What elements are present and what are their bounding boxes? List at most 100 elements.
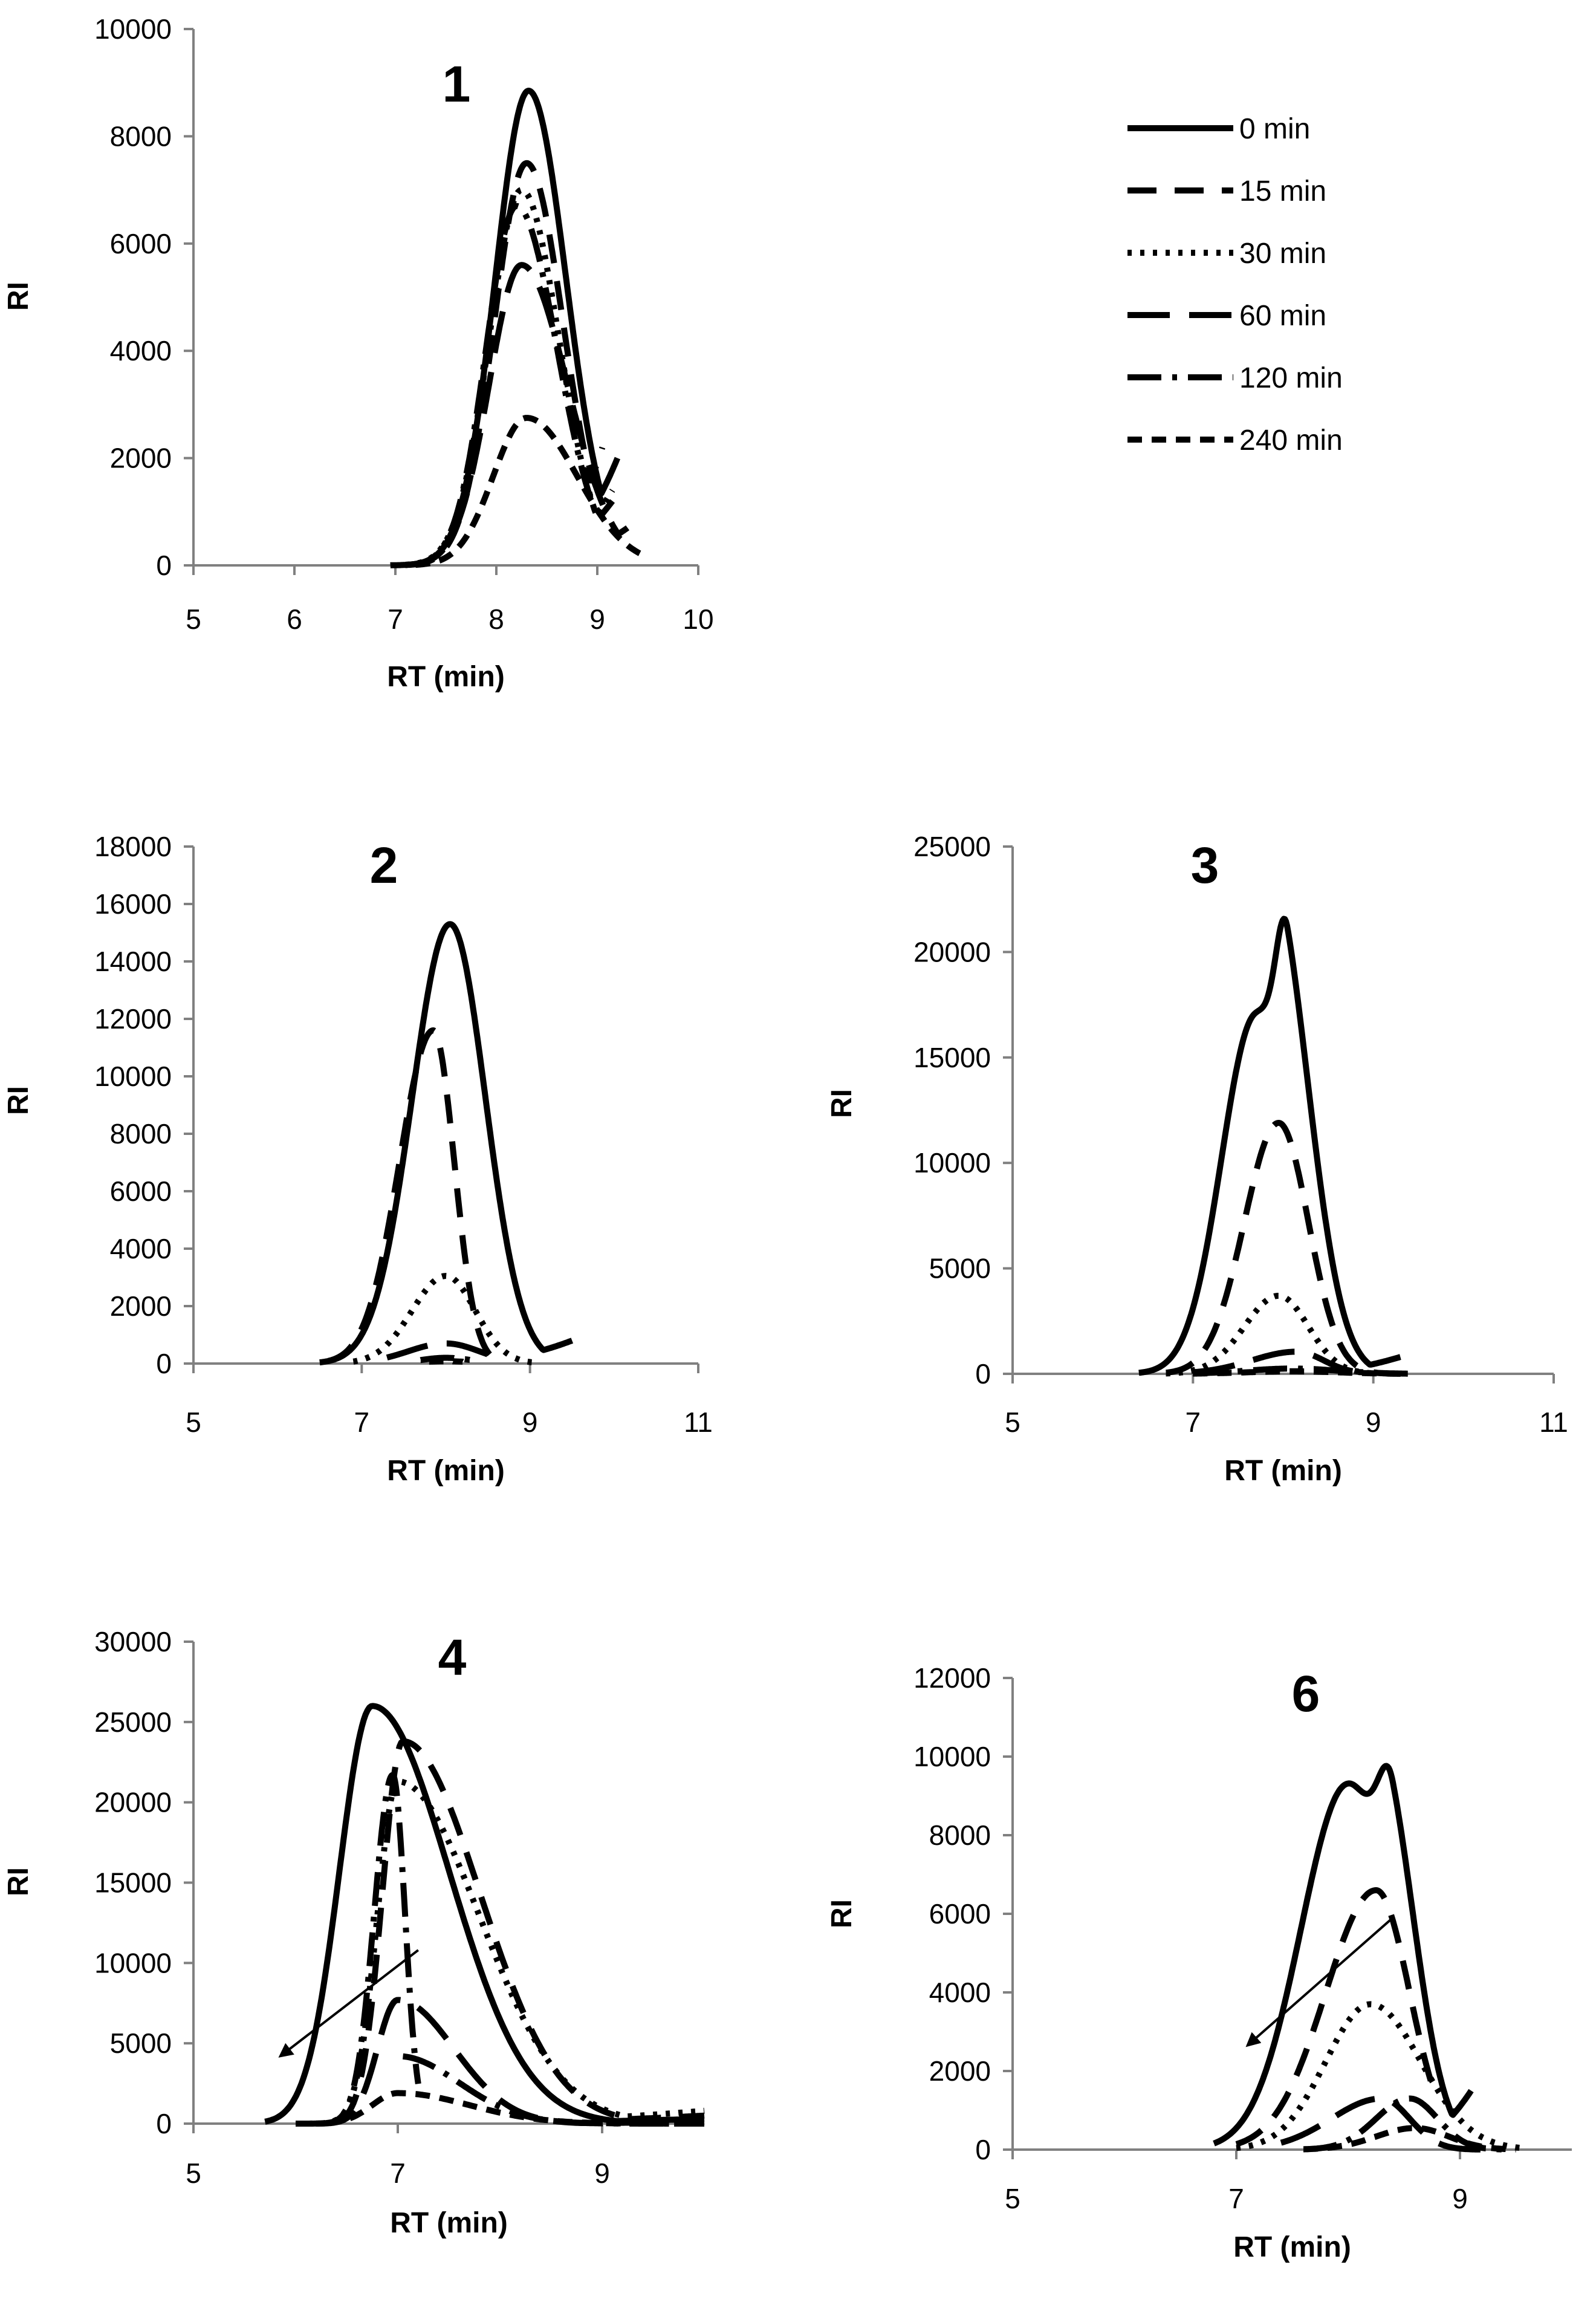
- panel-title: 4: [438, 1629, 467, 1686]
- y-tick-label: 6000: [929, 1898, 991, 1930]
- x-tick-label: 9: [522, 1406, 538, 1438]
- x-tick-label: 5: [186, 2157, 201, 2189]
- x-tick-label: 9: [589, 603, 605, 635]
- y-tick-label: 0: [156, 1348, 172, 1379]
- y-tick-label: 12000: [94, 1003, 172, 1035]
- y-tick-label: 0: [156, 550, 172, 581]
- series-0-min: [317, 921, 574, 1366]
- y-tick-label: 4000: [929, 1977, 991, 2008]
- y-axis-title: RI: [826, 1899, 858, 1928]
- y-tick-label: 15000: [913, 1042, 991, 1073]
- chart-panel-6: 0 2000 4000 6000 8000 10000 12000 5 7 9 RT (min) RI…: [826, 1662, 1572, 2263]
- panel-title: 3: [1191, 837, 1219, 894]
- y-tick-label: 2000: [110, 1290, 172, 1322]
- x-tick-label: 7: [1228, 2183, 1244, 2214]
- trend-arrow: [1245, 1916, 1394, 2047]
- y-tick-label: 6000: [110, 228, 172, 259]
- x-tick-label: 5: [186, 1406, 201, 1438]
- y-tick-label: 20000: [913, 936, 991, 967]
- y-tick-label: 14000: [94, 946, 172, 977]
- y-tick-label: 10000: [94, 1061, 172, 1092]
- series-60-min: [1190, 1348, 1358, 1376]
- legend-label: 15 min: [1239, 175, 1326, 207]
- y-tick-label: 2000: [929, 2055, 991, 2087]
- y-tick-label: 18000: [94, 831, 172, 862]
- legend-label: 60 min: [1239, 300, 1326, 332]
- y-tick-label: 10000: [913, 1147, 991, 1179]
- series-60-min: [384, 1340, 499, 1361]
- trend-arrow: [278, 1949, 420, 2058]
- panel-title: 1: [443, 56, 471, 112]
- series-0-min: [1212, 1763, 1474, 2147]
- x-axis-title: RT (min): [1224, 1455, 1342, 1487]
- chart-panel-1: 0 2000 4000 6000 8000 10000 5 6 7 8 9 10 RT (min) RI 1: [2, 13, 714, 693]
- y-tick-label: 10000: [94, 13, 172, 45]
- y-tick-label: 6000: [110, 1175, 172, 1207]
- y-tick-label: 15000: [94, 1867, 172, 1899]
- x-tick-label: 11: [684, 1406, 713, 1438]
- x-axis-title: RT (min): [387, 661, 505, 693]
- y-axis-title: RI: [2, 1867, 34, 1896]
- y-tick-label: 20000: [94, 1787, 172, 1818]
- x-tick-label: 5: [1005, 1406, 1020, 1438]
- series-120-min: [401, 2053, 706, 2127]
- x-tick-label: 9: [1452, 2183, 1468, 2214]
- series-0-min: [1137, 915, 1403, 1376]
- series-15-min: [294, 1738, 706, 2127]
- x-tick-label: 10: [683, 603, 713, 635]
- y-tick-label: 0: [975, 2134, 991, 2165]
- legend-label: 30 min: [1239, 238, 1326, 270]
- y-tick-label: 2000: [110, 443, 172, 474]
- x-tick-label: 7: [388, 603, 403, 635]
- y-tick-label: 8000: [110, 1118, 172, 1149]
- panel-title: 6: [1292, 1665, 1320, 1722]
- series-240-min: [1301, 2125, 1518, 2153]
- y-tick-label: 5000: [929, 1253, 991, 1284]
- y-tick-label: 4000: [110, 335, 172, 366]
- series-120-min: [1301, 2095, 1507, 2153]
- y-tick-label: 12000: [913, 1662, 991, 1694]
- y-tick-label: 10000: [913, 1741, 991, 1772]
- series-15-min: [1234, 1887, 1441, 2147]
- x-tick-label: 7: [1186, 1406, 1201, 1438]
- series-60-min: [403, 262, 630, 568]
- series-120-min: [403, 203, 615, 568]
- x-tick-label: 9: [594, 2157, 610, 2189]
- x-axis-title: RT (min): [390, 2207, 508, 2239]
- series-60-min: [1279, 2095, 1485, 2153]
- y-tick-label: 25000: [94, 1706, 172, 1738]
- x-tick-label: 6: [287, 603, 302, 635]
- x-axis-title: RT (min): [1233, 2231, 1351, 2263]
- series-0-min: [388, 88, 621, 568]
- y-tick-label: 0: [975, 1358, 991, 1390]
- x-tick-label: 7: [390, 2157, 406, 2189]
- y-tick-label: 16000: [94, 888, 172, 920]
- y-tick-label: 0: [156, 2108, 172, 2139]
- x-tick-label: 8: [488, 603, 504, 635]
- panel-title: 2: [370, 837, 398, 894]
- y-tick-label: 25000: [913, 831, 991, 862]
- x-tick-label: 7: [354, 1406, 370, 1438]
- legend-label: 120 min: [1239, 362, 1343, 394]
- y-axis-title: RI: [2, 282, 34, 311]
- y-tick-label: 8000: [110, 120, 172, 152]
- legend: 0 min 15 min 30 min 60 min 120 min 240 min: [1127, 113, 1343, 457]
- series-240-min: [414, 415, 650, 568]
- x-axis-title: RT (min): [387, 1455, 505, 1487]
- y-axis-title: RI: [2, 1086, 34, 1115]
- y-tick-label: 10000: [94, 1947, 172, 1978]
- chart-panel-2: 0 2000 4000 6000 8000 10000 12000 14000 16000 180…: [2, 831, 713, 1487]
- x-tick-label: 11: [1539, 1406, 1568, 1438]
- y-tick-label: 4000: [110, 1233, 172, 1264]
- chart-panel-3: 0 5000 10000 15000 20000 25000 5 7 9 11 RT (min) RI…: [826, 831, 1568, 1487]
- legend-label: 240 min: [1239, 424, 1343, 457]
- x-tick-label: 9: [1366, 1406, 1381, 1438]
- chart-panel-4: 0 5000 10000 15000 20000 25000 30000 5 7 9 RT (min…: [2, 1626, 706, 2239]
- series-240-min: [1190, 1368, 1412, 1377]
- x-tick-label: 5: [186, 603, 201, 635]
- series-30-min: [351, 1273, 541, 1366]
- y-tick-label: 8000: [929, 1819, 991, 1851]
- y-axis-title: RI: [826, 1089, 858, 1118]
- series-240-min: [426, 1358, 466, 1365]
- y-tick-label: 30000: [94, 1626, 172, 1657]
